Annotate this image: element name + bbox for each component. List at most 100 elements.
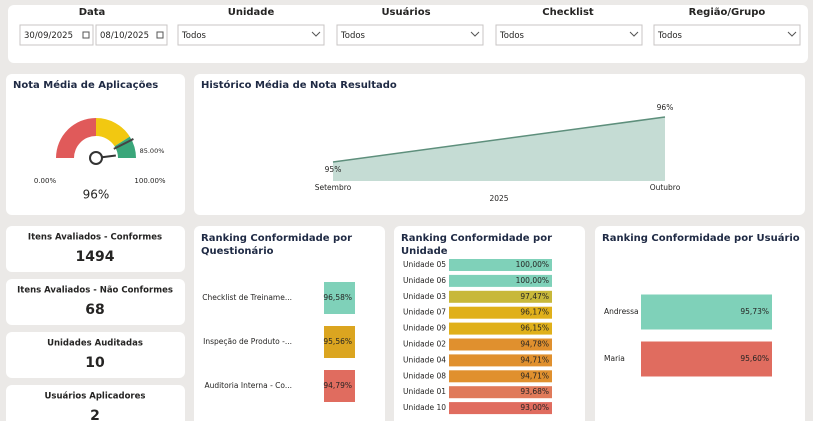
row-value: 93,00% (520, 403, 549, 412)
card-title: Ranking Conformidade por Questionário (201, 233, 353, 257)
kpi-label: Unidades Auditadas (47, 339, 143, 349)
kpi-card (6, 226, 185, 272)
row-value: 95,60% (740, 354, 769, 363)
filter-value: Todos (499, 31, 525, 41)
filter-value: 30/09/2025 (24, 31, 73, 41)
card-title: Ranking Conformidade por Usuário (602, 233, 800, 244)
kpi-label: Usuários Aplicadores (45, 392, 146, 402)
area-fill (333, 117, 665, 181)
value-cell (449, 306, 552, 319)
filter-box[interactable] (19, 24, 94, 46)
kpi-card (6, 279, 185, 325)
gauge-band (56, 118, 96, 158)
row-value: 100,00% (516, 260, 549, 269)
value-cell (449, 354, 552, 367)
x-tick-label: Setembro (315, 183, 352, 192)
value-cell (449, 386, 552, 399)
value-cell (641, 294, 772, 330)
kpi-value: 68 (85, 302, 104, 318)
value-cell (449, 322, 552, 335)
gauge-min: 0.00% (34, 177, 57, 185)
row-value: 96,15% (520, 324, 549, 333)
row-label: Andressa (604, 307, 639, 316)
row-label: Unidade 05 (403, 260, 446, 269)
row-label: Checklist de Treiname... (202, 293, 292, 302)
filter-box[interactable] (336, 24, 484, 46)
filter-label: Data (79, 7, 106, 18)
row-label: Auditoria Interna - Co... (204, 381, 292, 390)
kpi-label: Itens Avaliados - Não Conformes (17, 286, 173, 296)
row-label: Unidade 09 (403, 324, 446, 333)
gauge-value: 96% (83, 188, 110, 202)
value-cell (449, 370, 552, 383)
filter-value: Todos (181, 31, 207, 41)
calendar-icon (82, 31, 90, 39)
filter-value: Todos (657, 31, 683, 41)
row-value: 94,78% (520, 340, 549, 349)
row-label: Unidade 08 (403, 371, 446, 380)
gauge-card (6, 74, 185, 215)
kpi-value: 10 (85, 355, 105, 371)
filter-label: Unidade (228, 7, 275, 18)
row-value: 95,73% (740, 307, 769, 316)
value-cell (449, 259, 552, 271)
x-tick-label: Outubro (650, 183, 681, 192)
row-label: Unidade 02 (403, 340, 446, 349)
row-value: 96,17% (520, 308, 549, 317)
data-label: 95% (325, 165, 342, 174)
filter-label: Checklist (542, 7, 594, 18)
kpi-value: 2 (90, 408, 100, 421)
row-value: 93,68% (520, 387, 549, 396)
chevron (629, 31, 639, 37)
filter-box[interactable] (495, 24, 643, 46)
filter-value: 08/10/2025 (100, 31, 149, 41)
gauge-needle (101, 154, 116, 159)
value-cell (324, 282, 355, 314)
kpi-label: Itens Avaliados - Conformes (28, 233, 162, 243)
area-line (332, 116, 666, 163)
row-value: 97,47% (520, 292, 549, 301)
card-title: Histórico Média de Nota Resultado (201, 80, 397, 91)
filter-label: Usuários (381, 6, 430, 18)
value-cell (449, 402, 552, 415)
chevron (470, 31, 480, 37)
filter-box[interactable] (177, 24, 325, 46)
row-value: 94,71% (520, 371, 549, 380)
calendar-icon (156, 31, 164, 39)
value-cell (449, 338, 552, 351)
value-cell (449, 290, 552, 303)
gauge-band (114, 136, 136, 158)
row-value: 100,00% (516, 276, 549, 285)
filter-box[interactable] (653, 24, 801, 46)
card-title: Nota Média de Aplicações (13, 80, 159, 91)
card-title: Ranking Conformidade por Unidade (401, 233, 553, 257)
value-cell (449, 274, 552, 287)
chevron (311, 31, 321, 37)
row-value: 94,71% (520, 355, 549, 364)
filter-box[interactable] (95, 24, 168, 46)
chevron (787, 31, 797, 37)
row-label: Maria (604, 354, 625, 363)
data-label: 96% (657, 103, 674, 112)
row-label: Unidade 03 (403, 292, 446, 301)
value-cell (324, 370, 355, 402)
gauge-max: 100.00% (134, 177, 165, 185)
filter-label: Região/Grupo (689, 7, 766, 18)
gauge-target-label: 85.00% (140, 147, 165, 155)
value-cell (324, 326, 355, 358)
filter-value: Todos (340, 31, 366, 41)
row-label: Inspeção de Produto -... (203, 337, 292, 346)
row-label: Unidade 06 (403, 276, 446, 285)
gauge-band (96, 118, 130, 147)
row-value: 94,79% (323, 381, 352, 390)
kpi-card (6, 332, 185, 378)
kpi-card (6, 385, 185, 421)
value-cell (641, 341, 772, 377)
kpi-value: 1494 (76, 249, 115, 265)
gauge-hub (89, 151, 103, 165)
gauge-target (113, 138, 134, 150)
x-axis-label: 2025 (489, 194, 508, 203)
row-value: 95,56% (323, 337, 352, 346)
